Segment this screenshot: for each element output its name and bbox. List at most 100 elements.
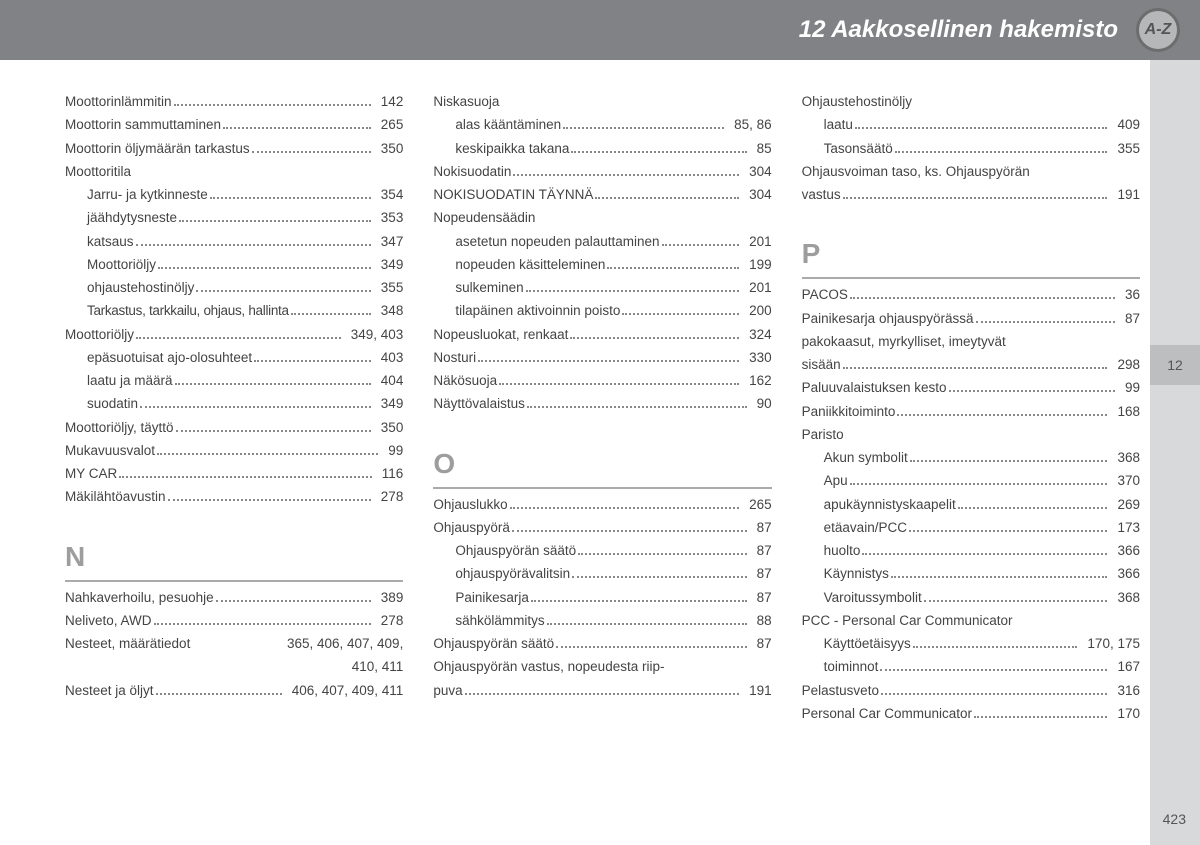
index-entry-label: Nosturi bbox=[433, 348, 476, 368]
index-entry: Nosturi 330 bbox=[433, 348, 771, 368]
index-entry: apukäynnistyskaapelit269 bbox=[802, 495, 1140, 515]
leader-dots bbox=[570, 337, 739, 339]
index-entry-label: Painikesarja ohjauspyörässä bbox=[802, 309, 974, 329]
index-entry: tilapäinen aktivoinnin poisto 200 bbox=[433, 301, 771, 321]
leader-dots bbox=[897, 414, 1107, 416]
index-entry: Moottorin öljymäärän tarkastus350 bbox=[65, 139, 403, 159]
index-entry: alas kääntäminen85, 86 bbox=[433, 115, 771, 135]
leader-dots bbox=[527, 406, 747, 408]
leader-dots bbox=[895, 151, 1108, 153]
index-entry: Paniikkitoiminto168 bbox=[802, 402, 1140, 422]
leader-dots bbox=[510, 507, 740, 509]
index-entry-label: NOKISUODATIN TÄYNNÄ bbox=[433, 185, 593, 205]
index-entry-pages: 200 bbox=[743, 301, 772, 321]
index-entry-label: Tasonsäätö bbox=[824, 139, 893, 159]
index-entry: Mukavuusvalot99 bbox=[65, 441, 403, 461]
index-entry-pages: 170, 175 bbox=[1081, 634, 1140, 654]
index-entry-pages: 349, 403 bbox=[345, 325, 404, 345]
index-entry-pages: 350 bbox=[375, 139, 404, 159]
index-entry-pages: 85 bbox=[751, 139, 772, 159]
index-entry-pages: 265 bbox=[375, 115, 404, 135]
index-content: Moottorinlämmitin142Moottorin sammuttami… bbox=[65, 92, 1140, 795]
index-entry-label: sähkölämmitys bbox=[455, 611, 544, 631]
index-entry-label: apukäynnistyskaapelit bbox=[824, 495, 956, 515]
index-entry: Nesteet, määrätiedot365, 406, 407, 409, bbox=[65, 634, 403, 654]
index-entry-pages: 278 bbox=[375, 487, 404, 507]
index-entry-pages: 265 bbox=[743, 495, 772, 515]
index-entry: Näyttövalaistus90 bbox=[433, 394, 771, 414]
leader-dots bbox=[662, 244, 740, 246]
index-entry-label: Akun symbolit bbox=[824, 448, 908, 468]
index-entry: Nokisuodatin304 bbox=[433, 162, 771, 182]
leader-dots bbox=[578, 553, 746, 555]
index-entry-pages: 87 bbox=[1119, 309, 1140, 329]
index-entry-pages: 87 bbox=[751, 634, 772, 654]
index-entry-label: tilapäinen aktivoinnin poisto bbox=[455, 301, 620, 321]
index-entry-label: epäsuotuisat ajo-olosuhteet bbox=[87, 348, 252, 368]
index-entry: Niskasuoja bbox=[433, 92, 771, 112]
section-heading: P bbox=[802, 233, 1140, 279]
index-entry-pages: 365, 406, 407, 409, bbox=[281, 634, 403, 654]
leader-dots bbox=[910, 460, 1108, 462]
leader-dots bbox=[136, 244, 371, 246]
index-entry-pages: 347 bbox=[375, 232, 404, 252]
index-entry: vastus191 bbox=[802, 185, 1140, 205]
index-entry: Paristo bbox=[802, 425, 1140, 445]
index-entry: ohjauspyörävalitsin87 bbox=[433, 564, 771, 584]
index-entry-label: Neliveto, AWD bbox=[65, 611, 152, 631]
index-entry-pages: 330 bbox=[743, 348, 772, 368]
leader-dots bbox=[607, 267, 739, 269]
leader-dots bbox=[478, 360, 739, 362]
index-entry: Tasonsäätö355 bbox=[802, 139, 1140, 159]
leader-dots bbox=[556, 646, 746, 648]
index-entry: Näkösuoja162 bbox=[433, 371, 771, 391]
index-entry-label: keskipaikka takana bbox=[455, 139, 569, 159]
header-title: 12 Aakkosellinen hakemisto bbox=[799, 16, 1118, 44]
leader-dots bbox=[513, 174, 739, 176]
leader-dots bbox=[974, 716, 1107, 718]
index-entry-pages: 199 bbox=[743, 255, 772, 275]
index-column-3: Ohjaustehostinöljylaatu409Tasonsäätö355O… bbox=[802, 92, 1140, 795]
index-entry-label: laatu bbox=[824, 115, 853, 135]
leader-dots bbox=[465, 693, 740, 695]
index-entry-pages: 366 bbox=[1111, 541, 1140, 561]
leader-dots bbox=[254, 360, 371, 362]
index-column-2: Niskasuoja alas kääntäminen85, 86 keskipai… bbox=[433, 92, 771, 795]
index-entry-pages: 348 bbox=[375, 301, 404, 321]
index-entry-label: Mäkilähtöavustin bbox=[65, 487, 166, 507]
page-number: 423 bbox=[1163, 811, 1186, 827]
index-entry: pakokaasut, myrkylliset, imeytyvät bbox=[802, 332, 1140, 352]
index-entry-label: Paluuvalaistuksen kesto bbox=[802, 378, 947, 398]
leader-dots bbox=[119, 476, 372, 478]
index-entry-label: sisään bbox=[802, 355, 841, 375]
index-entry-pages: 90 bbox=[751, 394, 772, 414]
index-entry-label: vastus bbox=[802, 185, 841, 205]
index-entry-pages: 366 bbox=[1111, 564, 1140, 584]
page-header: 12 Aakkosellinen hakemisto A-Z bbox=[0, 0, 1200, 60]
index-entry: Moottoriöljy349 bbox=[65, 255, 403, 275]
index-entry-pages: 87 bbox=[751, 518, 772, 538]
index-entry-label: Personal Car Communicator bbox=[802, 704, 972, 724]
leader-dots bbox=[210, 197, 371, 199]
chapter-tab: 12 bbox=[1150, 345, 1200, 385]
leader-dots bbox=[891, 576, 1108, 578]
index-entry-pages: 88 bbox=[751, 611, 772, 631]
index-entry-label: Ohjauspyörän säätö bbox=[433, 634, 554, 654]
index-entry-label: Moottoriöljy bbox=[87, 255, 156, 275]
leader-dots bbox=[196, 290, 370, 292]
index-entry: Moottoriöljy349, 403 bbox=[65, 325, 403, 345]
index-entry-pages: 403 bbox=[375, 348, 404, 368]
index-entry-pages: 87 bbox=[751, 588, 772, 608]
index-entry-pages: 304 bbox=[743, 162, 772, 182]
leader-dots bbox=[140, 406, 371, 408]
leader-dots bbox=[850, 483, 1108, 485]
leader-dots bbox=[158, 267, 371, 269]
leader-dots bbox=[855, 127, 1108, 129]
index-entry-label: Nopeusluokat, renkaat bbox=[433, 325, 568, 345]
leader-dots bbox=[136, 337, 341, 339]
section-heading: N bbox=[65, 536, 403, 582]
index-entry-pages: 278 bbox=[375, 611, 404, 631]
index-entry-label: katsaus bbox=[87, 232, 134, 252]
index-entry-label: Jarru- ja kytkinneste bbox=[87, 185, 208, 205]
index-entry: jäähdytysneste353 bbox=[65, 208, 403, 228]
